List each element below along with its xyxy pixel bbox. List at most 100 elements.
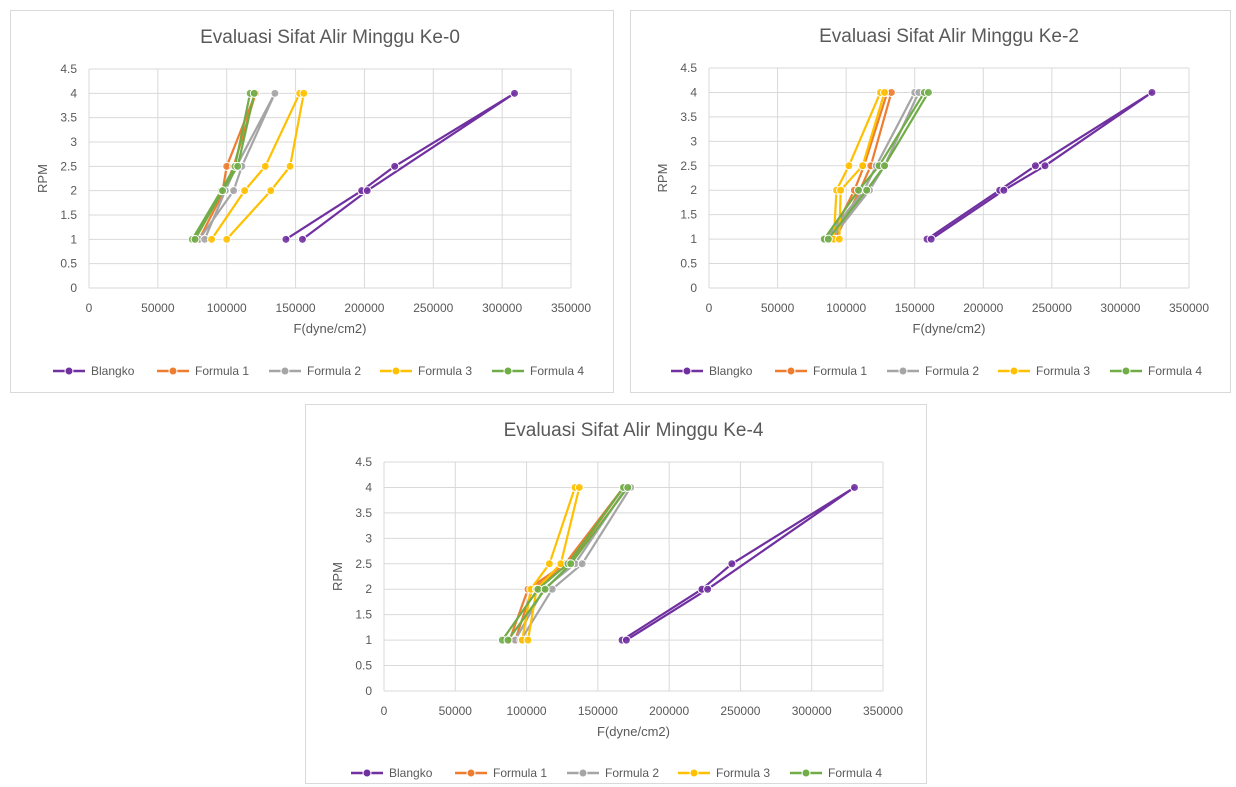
y-tick-label: 3 [365,531,372,545]
chart-panel-week-0: Evaluasi Sifat Alir Minggu Ke-0 0 0.5 1 1.5 2… [10,10,614,393]
data-point [703,584,713,594]
y-tick-label: 2 [365,582,372,596]
y-tick-label: 3.5 [680,110,697,124]
chart-panel-week-4: Evaluasi Sifat Alir Minggu Ke-4 0 0.5 1 1.5 2… [305,404,927,784]
chart-svg: Evaluasi Sifat Alir Minggu Ke-2 0 0.5 1 1.5 2… [655,26,1209,378]
data-point [260,161,270,171]
data-point [229,186,239,196]
data-point [222,234,232,244]
legend-label: Formula 1 [195,364,249,378]
y-tick-label: 1 [365,633,372,647]
x-tick-label: 200000 [344,301,384,315]
chart-title: Evaluasi Sifat Alir Minggu Ke-4 [504,420,764,441]
x-tick-label: 350000 [1169,301,1209,315]
legend-swatch-marker [689,768,699,778]
data-point [362,186,372,196]
data-point [249,88,259,98]
x-tick-label: 50000 [439,704,473,718]
y-tick-label: 1 [690,232,697,246]
legend-label: Formula 4 [1148,364,1202,378]
y-tick-label: 0.5 [60,257,77,271]
x-tick-label: 150000 [578,704,618,718]
data-point [218,186,228,196]
data-point [853,185,863,195]
data-point [727,559,737,569]
series-line-0 [621,486,856,642]
legend-label: Formula 3 [1036,364,1090,378]
y-axis-label: RPM [330,562,345,591]
y-tick-label: 4.5 [355,455,372,469]
x-tick-label: 300000 [1100,301,1140,315]
y-tick-label: 1.5 [680,208,697,222]
data-point [862,185,872,195]
chart-title: Evaluasi Sifat Alir Minggu Ke-2 [819,26,1079,47]
x-tick-label: 50000 [761,301,795,315]
y-tick-label: 1.5 [60,208,77,222]
x-tick-label: 300000 [482,301,522,315]
legend-swatch-marker [466,768,476,778]
legend-swatch-marker [898,366,908,376]
x-tick-label: 100000 [826,301,866,315]
y-tick-label: 0.5 [680,257,697,271]
y-tick-label: 0 [70,281,77,295]
legend-label: Blangko [389,766,433,780]
x-tick-label: 150000 [276,301,316,315]
data-point [270,88,280,98]
data-point [544,559,554,569]
data-point [266,186,276,196]
data-point [577,559,587,569]
data-point [858,161,868,171]
legend-swatch-marker [280,366,290,376]
y-tick-label: 4 [365,480,372,494]
x-tick-label: 50000 [141,301,175,315]
x-tick-label: 250000 [720,704,760,718]
x-tick-label: 350000 [551,301,591,315]
chart-svg: Evaluasi Sifat Alir Minggu Ke-4 0 0.5 1 1.5 2… [330,420,903,780]
x-axis-label: F(dyne/cm2) [913,321,986,336]
data-point [623,482,633,492]
chart-title: Evaluasi Sifat Alir Minggu Ke-0 [200,27,460,48]
legend-label: Blangko [91,364,135,378]
data-point [834,234,844,244]
y-tick-label: 4 [70,86,77,100]
legend-swatch-marker [578,768,588,778]
data-point [297,234,307,244]
x-tick-label: 0 [86,301,93,315]
x-tick-label: 200000 [649,704,689,718]
data-point [823,234,833,244]
legend-label: Formula 4 [530,364,584,378]
x-tick-label: 300000 [792,704,832,718]
y-tick-label: 3 [70,135,77,149]
data-point [503,635,513,645]
y-axis-label: RPM [655,164,670,193]
legend-label: Formula 2 [307,364,361,378]
data-point [207,234,217,244]
y-tick-label: 0.5 [355,659,372,673]
x-tick-label: 100000 [507,704,547,718]
legend-swatch-marker [682,366,692,376]
data-point [281,234,291,244]
legend-label: Formula 3 [418,364,472,378]
y-tick-label: 1 [70,232,77,246]
legend-swatch-marker [801,768,811,778]
x-axis-label: F(dyne/cm2) [294,321,367,336]
y-tick-label: 1.5 [355,608,372,622]
data-point [1040,161,1050,171]
data-point [299,88,309,98]
data-point [510,88,520,98]
series-line-0 [285,92,516,241]
legend-swatch-marker [1121,366,1131,376]
x-tick-label: 350000 [863,704,903,718]
y-tick-label: 3.5 [60,111,77,125]
y-tick-label: 2.5 [680,159,697,173]
legend-label: Formula 1 [493,766,547,780]
legend-label: Formula 4 [828,766,882,780]
data-point [1030,161,1040,171]
legend-label: Formula 3 [716,766,770,780]
y-tick-label: 2.5 [355,557,372,571]
y-tick-label: 0 [690,281,697,295]
data-point [880,161,890,171]
data-point [926,234,936,244]
data-point [390,161,400,171]
y-tick-label: 2 [70,184,77,198]
